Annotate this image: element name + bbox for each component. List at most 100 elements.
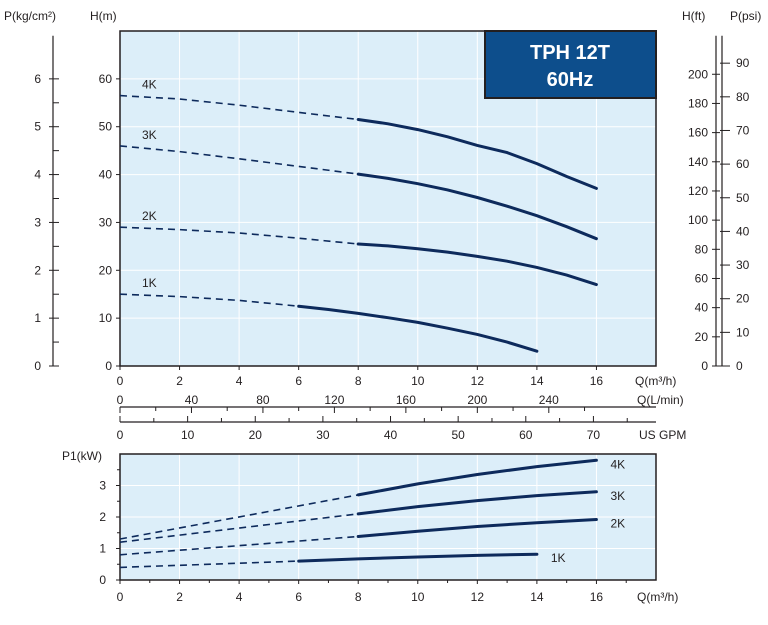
- power-x-tick-label: 12: [471, 590, 485, 604]
- flow-lmin-tick-label: 200: [467, 393, 487, 407]
- flow-gpm-tick-label: 30: [316, 428, 330, 442]
- head-y-tick-label: 60: [99, 72, 113, 86]
- psi-tick-label: 40: [736, 224, 750, 238]
- head-x-tick-label: 6: [295, 374, 302, 388]
- power-y-tick-label: 3: [99, 479, 106, 493]
- feet-tick-label: 40: [695, 301, 709, 315]
- power-curve-4k-dashed: [119, 494, 359, 540]
- power-x-tick-label: 16: [590, 590, 604, 604]
- psi-tick-label: 70: [736, 123, 750, 137]
- power-x-tick-label: 4: [236, 590, 243, 604]
- power-axis-title: P1(kW): [62, 449, 102, 463]
- feet-tick-label: 20: [695, 330, 709, 344]
- flow-m3h-axis-title: Q(m³/h): [635, 374, 676, 388]
- head-y-tick-label: 30: [99, 215, 113, 229]
- title-box: [484, 30, 657, 99]
- head-curve-2k-solid: [356, 242, 598, 287]
- power-x-tick-label: 2: [176, 590, 183, 604]
- head-curve-1k-dashed: [119, 293, 299, 307]
- flow-gpm-tick-label: 50: [451, 428, 465, 442]
- psi-tick-label: 80: [736, 90, 750, 104]
- flow-gpm-tick-label: 20: [249, 428, 263, 442]
- pressure-kg-tick-label: 5: [34, 120, 41, 134]
- head-y-tick-label: 10: [99, 311, 113, 325]
- psi-tick-label: 20: [736, 292, 750, 306]
- flow-lmin-tick-label: 120: [324, 393, 344, 407]
- head-x-tick-label: 2: [176, 374, 183, 388]
- feet-tick-label: 140: [688, 155, 708, 169]
- flow-lmin-tick-label: 40: [185, 393, 199, 407]
- psi-tick-label: 10: [736, 325, 750, 339]
- head-x-tick-label: 12: [471, 374, 485, 388]
- pressure-kg-tick-label: 4: [34, 168, 41, 182]
- psi-tick-label: 30: [736, 258, 750, 272]
- psi-tick-label: 90: [736, 56, 750, 70]
- flow-gpm-tick-label: 0: [117, 428, 124, 442]
- head-curve-3k-solid: [356, 172, 598, 241]
- feet-tick-label: 0: [701, 359, 708, 373]
- title-frequency: 60Hz: [547, 69, 594, 91]
- head-curve-2k-label: 2K: [142, 209, 157, 223]
- feet-tick-label: 100: [688, 213, 708, 227]
- psi-tick-label: 50: [736, 191, 750, 205]
- power-curve-3k-dashed: [119, 513, 359, 543]
- flow-lmin-tick-label: 80: [256, 393, 270, 407]
- head-y-tick-label: 20: [99, 263, 113, 277]
- power-y-tick-label: 2: [99, 510, 106, 524]
- power-flow-axis-title: Q(m³/h): [637, 590, 678, 604]
- head-x-tick-label: 8: [355, 374, 362, 388]
- head-y-tick-label: 40: [99, 168, 113, 182]
- pressure-kg-tick-label: 3: [34, 215, 41, 229]
- pressure-kg-tick-label: 2: [34, 263, 41, 277]
- power-y-tick-label: 0: [99, 573, 106, 587]
- power-x-tick-label: 0: [117, 590, 124, 604]
- head-plot-frame: [119, 30, 657, 367]
- power-curve-2k-label: 2K: [610, 517, 625, 531]
- head-curve-1k-solid: [297, 304, 539, 353]
- pressure-kg-tick-label: 6: [34, 72, 41, 86]
- power-x-tick-label: 10: [411, 590, 425, 604]
- head-x-tick-label: 4: [236, 374, 243, 388]
- flow-gpm-tick-label: 10: [181, 428, 195, 442]
- power-curve-1k-solid: [297, 552, 539, 563]
- head-x-tick-label: 10: [411, 374, 425, 388]
- head-curve-4k-dashed: [119, 94, 359, 121]
- title-model: TPH 12T: [530, 42, 610, 64]
- power-y-tick-label: 1: [99, 542, 106, 556]
- right-psi-axis-title: P(psi): [730, 9, 761, 23]
- head-x-tick-label: 16: [590, 374, 604, 388]
- feet-tick-label: 120: [688, 184, 708, 198]
- feet-tick-label: 80: [695, 242, 709, 256]
- head-curve-4k-label: 4K: [142, 78, 157, 92]
- psi-tick-label: 0: [736, 359, 743, 373]
- head-curve-3k-label: 3K: [142, 128, 157, 142]
- flow-lmin-axis-title: Q(L/min): [637, 393, 684, 407]
- psi-tick-label: 60: [736, 157, 750, 171]
- left-pressure-axis-title: P(kg/cm²): [4, 9, 56, 23]
- head-x-tick-label: 0: [117, 374, 124, 388]
- pressure-kg-tick-label: 0: [34, 359, 41, 373]
- feet-tick-label: 200: [688, 67, 708, 81]
- power-curve-3k-label: 3K: [610, 489, 625, 503]
- power-curve-1k-label: 1K: [551, 551, 566, 565]
- flow-gpm-tick-label: 70: [587, 428, 601, 442]
- feet-tick-label: 180: [688, 96, 708, 110]
- flow-gpm-axis-title: US GPM: [639, 428, 686, 442]
- flow-lmin-tick-label: 240: [539, 393, 559, 407]
- flow-gpm-tick-label: 40: [384, 428, 398, 442]
- head-curve-4k-solid: [356, 118, 598, 190]
- head-curve-2k-dashed: [119, 226, 359, 245]
- feet-tick-label: 60: [695, 271, 709, 285]
- power-curve-2k-solid: [356, 518, 598, 538]
- power-x-tick-label: 14: [530, 590, 544, 604]
- flow-lmin-tick-label: 160: [396, 393, 416, 407]
- power-curve-2k-dashed: [119, 535, 359, 556]
- head-y-tick-label: 50: [99, 120, 113, 134]
- pressure-kg-tick-label: 1: [34, 311, 41, 325]
- feet-tick-label: 160: [688, 126, 708, 140]
- right-feet-axis-title: H(ft): [682, 9, 705, 23]
- power-x-tick-label: 6: [295, 590, 302, 604]
- head-curve-1k-label: 1K: [142, 276, 157, 290]
- head-curve-3k-dashed: [119, 145, 359, 175]
- flow-gpm-tick-label: 60: [519, 428, 533, 442]
